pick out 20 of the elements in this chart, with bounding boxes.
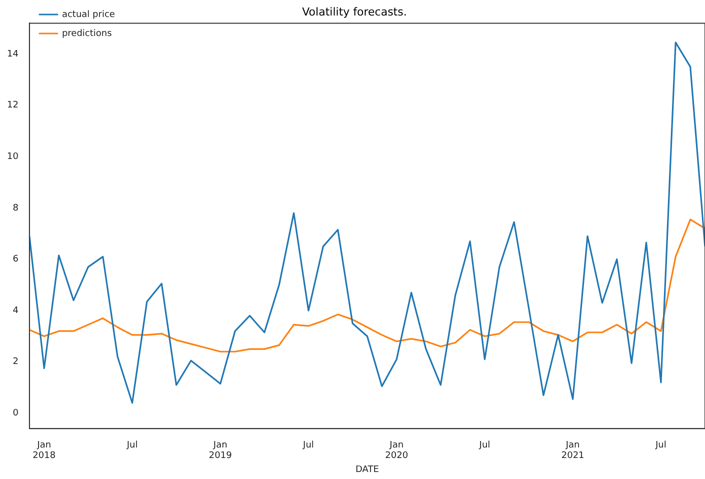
y-tick-label: 8	[12, 203, 19, 214]
x-tick-label: Jul	[126, 440, 138, 450]
chart-title: Volatility forecasts.	[302, 5, 407, 18]
legend-label: predictions	[62, 28, 112, 39]
y-tick-label: 6	[12, 254, 19, 265]
x-tick-label: Jan 2021	[561, 440, 584, 462]
y-tick-label: 10	[7, 152, 19, 162]
x-tick-label: Jul	[654, 440, 666, 450]
y-tick-label: 0	[12, 408, 19, 419]
y-tick-label: 12	[7, 100, 18, 111]
x-tick-label: Jan 2020	[385, 440, 408, 462]
x-tick-label: Jul	[302, 440, 314, 450]
x-axis-title: DATE	[356, 464, 380, 475]
y-tick-label: 14	[7, 49, 19, 60]
x-tick-label: Jan 2019	[208, 440, 232, 462]
x-tick-label: Jan 2018	[32, 440, 56, 462]
x-tick-label: Jul	[478, 440, 490, 450]
y-tick-label: 2	[12, 357, 18, 368]
legend-label: actual price	[62, 10, 116, 20]
y-tick-label: 4	[12, 306, 19, 316]
